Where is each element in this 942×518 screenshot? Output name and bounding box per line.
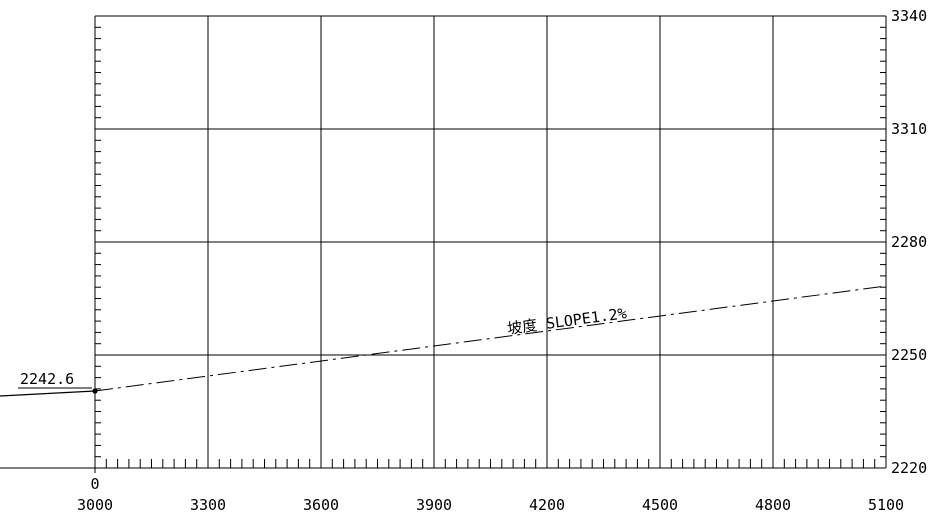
x-axis-label: 3000 [77, 496, 113, 514]
x-axis-label: 4800 [755, 496, 791, 514]
x-axis-labels: 3000 3300 3600 3900 4200 4500 4800 5100 [77, 496, 904, 514]
x-axis-label: 3900 [416, 496, 452, 514]
y-axis-label: 2250 [891, 346, 927, 364]
x-axis-label: 4500 [642, 496, 678, 514]
existing-ground-line [0, 390, 96, 397]
slope-label: 坡度 SLOPE1.2% [506, 304, 628, 338]
y-axis-label: 3340 [891, 7, 927, 25]
x-axis-label: 4200 [529, 496, 565, 514]
slope-design-line [94, 285, 887, 392]
y-axis-label: 2280 [891, 233, 927, 251]
x-axis-label: 5100 [868, 496, 904, 514]
start-elevation-label: 2242.6 [20, 370, 74, 388]
tick-marks [95, 26, 886, 468]
grid-lines [0, 15, 887, 473]
origin-label: 0 [90, 475, 99, 493]
x-axis-label: 3300 [190, 496, 226, 514]
x-axis-label: 3600 [303, 496, 339, 514]
y-axis-label: 3310 [891, 120, 927, 138]
y-axis-label: 2220 [891, 459, 927, 477]
y-axis-labels: 3340 3310 2280 2250 2220 [891, 7, 927, 477]
